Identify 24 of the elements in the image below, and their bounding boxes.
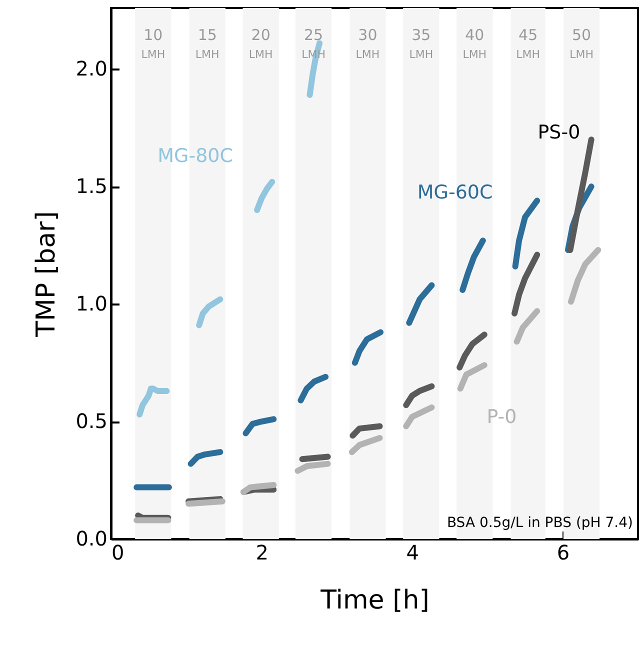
text: 40 LMH xyxy=(462,26,487,61)
y-tick-label: 1.5 xyxy=(76,174,108,198)
y-tick-label: 1.0 xyxy=(76,292,108,316)
text: 10 LMH xyxy=(141,26,166,61)
y-axis-title: TMP [bar] xyxy=(32,211,62,338)
x-tick-label: 2 xyxy=(256,540,268,564)
text: 30 LMH xyxy=(356,26,380,61)
text: 20 LMH xyxy=(248,26,273,61)
text: MG-80C xyxy=(158,145,234,168)
y-tick-label: 2.0 xyxy=(76,56,108,81)
text: 50 LMH xyxy=(570,26,594,61)
text: 45 LMH xyxy=(516,26,540,61)
x-axis-title: Time [h] xyxy=(320,586,430,616)
text: 35 LMH xyxy=(409,26,434,61)
x-tick-label: 0 xyxy=(112,540,124,564)
y-tick-label: 0.0 xyxy=(76,526,108,550)
series-label: PS-0 xyxy=(538,122,580,144)
y-tick-label: 0.5 xyxy=(76,409,108,434)
x-tick-label: 4 xyxy=(406,540,420,564)
text: 15 LMH xyxy=(195,26,220,61)
x-tick-label: 6 xyxy=(556,540,570,564)
series-label: MG-60C xyxy=(417,181,493,204)
series-label: P-0 xyxy=(486,406,517,428)
annotation: BSA 0.5g/L in PBS (pH 7.4) xyxy=(446,515,633,531)
